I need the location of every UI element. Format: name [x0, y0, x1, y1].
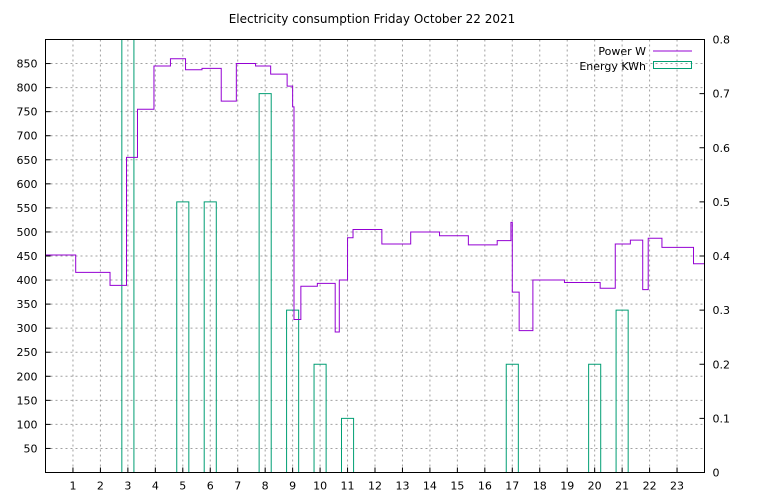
y-right-tick-label: 0.4 — [713, 250, 731, 263]
y-left-tick-label: 50 — [24, 442, 38, 455]
y-left-tick-label: 150 — [17, 394, 38, 407]
x-tick-label: 9 — [289, 480, 296, 493]
x-tick-label: 19 — [560, 480, 574, 493]
y-right-tick-label: 0.8 — [713, 34, 731, 47]
x-tick-label: 15 — [450, 480, 464, 493]
y-left-tick-label: 550 — [17, 202, 38, 215]
grid-layer — [45, 39, 705, 473]
x-tick-label: 7 — [234, 480, 241, 493]
energy-bar — [203, 201, 217, 473]
y-right-tick-label: 0 — [713, 467, 720, 480]
legend: Power W Energy KWh — [579, 45, 692, 73]
y-right-tick-label: 0.7 — [713, 88, 731, 101]
y-left-tick-label: 350 — [17, 298, 38, 311]
x-tick-label: 8 — [262, 480, 269, 493]
y-right-tick-label: 0.5 — [713, 196, 731, 209]
y-left-tick-label: 450 — [17, 250, 38, 263]
x-tick-label: 4 — [152, 480, 159, 493]
x-tick-label: 13 — [395, 480, 409, 493]
y-left-tick-label: 800 — [17, 82, 38, 95]
x-tick-label: 16 — [478, 480, 492, 493]
x-tick-label: 14 — [423, 480, 437, 493]
y-right-tick-label: 0.2 — [713, 358, 731, 371]
x-tick-label: 21 — [615, 480, 629, 493]
y-left-tick-label: 400 — [17, 274, 38, 287]
chart-title: Electricity consumption Friday October 2… — [229, 12, 516, 26]
power-line — [45, 58, 705, 333]
x-tick-label: 11 — [341, 480, 355, 493]
x-tick-label: 3 — [124, 480, 131, 493]
legend-label-energy: Energy KWh — [579, 60, 646, 73]
energy-bar — [176, 201, 190, 473]
x-tick-label: 6 — [207, 480, 214, 493]
x-tick-label: 22 — [643, 480, 657, 493]
x-tick-label: 12 — [368, 480, 382, 493]
legend-swatch-energy — [653, 61, 692, 69]
legend-label-power: Power W — [598, 45, 646, 58]
y-left-tick-label: 250 — [17, 346, 38, 359]
y-left-tick-label: 850 — [17, 58, 38, 71]
y-left-tick-label: 500 — [17, 226, 38, 239]
axis-ticks: 1 2 3 4 5 6 7 8 9 10 11 12 13 14 15 16 17 18 19 20 21 22 23501… — [17, 34, 731, 493]
y-left-tick-label: 700 — [17, 130, 38, 143]
y-left-tick-label: 750 — [17, 106, 38, 119]
power-line-layer — [45, 58, 705, 333]
y-right-tick-label: 0.6 — [713, 142, 731, 155]
x-tick-label: 23 — [670, 480, 684, 493]
x-tick-label: 10 — [313, 480, 327, 493]
y-left-tick-label: 200 — [17, 370, 38, 383]
x-tick-label: 18 — [533, 480, 547, 493]
x-tick-label: 1 — [69, 480, 76, 493]
y-left-tick-label: 600 — [17, 178, 38, 191]
x-tick-label: 2 — [97, 480, 104, 493]
y-right-tick-label: 0.1 — [713, 412, 731, 425]
x-tick-label: 17 — [505, 480, 519, 493]
y-left-tick-label: 650 — [17, 154, 38, 167]
x-tick-label: 20 — [588, 480, 602, 493]
y-left-tick-label: 100 — [17, 418, 38, 431]
x-tick-label: 5 — [179, 480, 186, 493]
y-left-tick-label: 300 — [17, 322, 38, 335]
y-right-tick-label: 0.3 — [713, 304, 731, 317]
